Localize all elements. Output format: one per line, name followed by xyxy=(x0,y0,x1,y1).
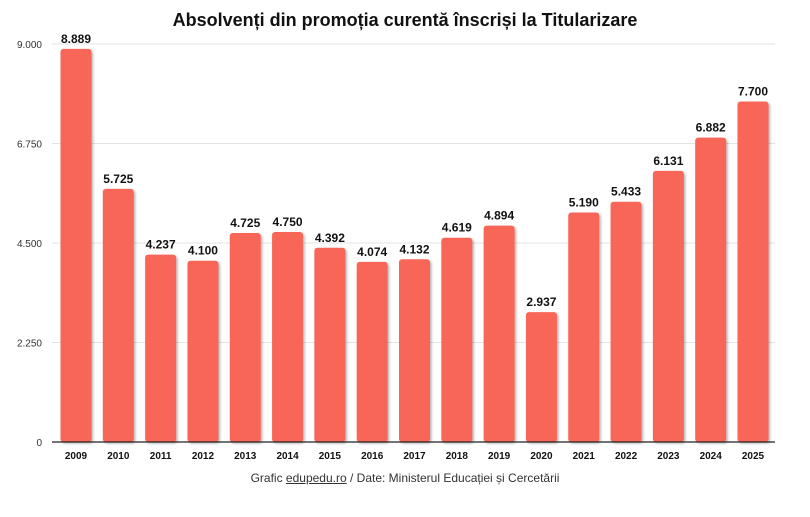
x-tick-label: 2021 xyxy=(573,451,596,462)
y-tick-label: 0 xyxy=(36,438,42,449)
data-label: 5.433 xyxy=(611,185,641,199)
x-tick-label: 2024 xyxy=(700,451,723,462)
data-label: 7.700 xyxy=(738,84,768,98)
x-tick-label: 2018 xyxy=(446,451,469,462)
bar xyxy=(737,101,769,442)
bar xyxy=(610,201,642,442)
bar xyxy=(525,312,557,442)
bar xyxy=(356,261,388,442)
data-label: 2.937 xyxy=(526,295,556,309)
data-label: 5.725 xyxy=(103,172,133,186)
data-label: 6.882 xyxy=(696,121,726,135)
bar xyxy=(145,254,177,442)
x-tick-label: 2020 xyxy=(530,451,553,462)
bar xyxy=(483,225,515,442)
data-label: 4.725 xyxy=(230,216,260,230)
bar xyxy=(695,137,727,443)
data-label: 6.131 xyxy=(653,154,683,168)
bar xyxy=(60,48,92,443)
x-tick-label: 2012 xyxy=(192,451,215,462)
bar xyxy=(314,247,346,442)
data-label: 4.100 xyxy=(188,244,218,258)
bar xyxy=(187,260,219,442)
x-tick-label: 2013 xyxy=(234,451,257,462)
y-tick-label: 9.000 xyxy=(17,40,42,51)
y-tick-label: 2.250 xyxy=(17,339,42,350)
x-tick-label: 2023 xyxy=(657,451,680,462)
bar xyxy=(399,259,430,442)
x-tick-label: 2014 xyxy=(276,451,299,462)
data-label: 4.750 xyxy=(273,215,303,229)
source-link[interactable]: edupedu.ro xyxy=(285,471,347,485)
caption-suffix: / Date: Ministerul Educației și Cercetăr… xyxy=(346,471,560,485)
x-tick-label: 2025 xyxy=(742,451,765,462)
bar xyxy=(652,170,684,443)
bar xyxy=(568,212,600,442)
y-tick-label: 4.500 xyxy=(17,239,42,250)
x-tick-label: 2017 xyxy=(403,451,426,462)
chart-caption: Grafic edupedu.ro / Date: Ministerul Edu… xyxy=(0,471,810,485)
data-label: 4.619 xyxy=(442,221,472,235)
bar xyxy=(272,231,304,442)
data-label: 4.392 xyxy=(315,231,345,245)
data-label: 4.894 xyxy=(484,209,514,223)
x-tick-label: 2022 xyxy=(615,451,638,462)
caption-prefix: Grafic xyxy=(250,471,286,485)
x-tick-label: 2019 xyxy=(488,451,511,462)
bar xyxy=(102,188,134,442)
x-tick-label: 2016 xyxy=(361,451,384,462)
x-tick-label: 2011 xyxy=(150,451,172,462)
y-tick-label: 6.750 xyxy=(17,140,42,151)
bar xyxy=(229,233,261,442)
data-label: 4.132 xyxy=(399,242,429,256)
data-label: 4.074 xyxy=(357,245,387,259)
data-label: 5.190 xyxy=(569,195,599,209)
bar xyxy=(441,237,473,442)
x-tick-label: 2009 xyxy=(65,451,88,462)
x-tick-label: 2015 xyxy=(319,451,342,462)
x-tick-label: 2010 xyxy=(107,451,130,462)
chart-title: Absolvenți din promoția curentă înscriși… xyxy=(172,10,638,30)
data-label: 4.237 xyxy=(146,238,176,252)
data-label: 8.889 xyxy=(61,32,91,46)
